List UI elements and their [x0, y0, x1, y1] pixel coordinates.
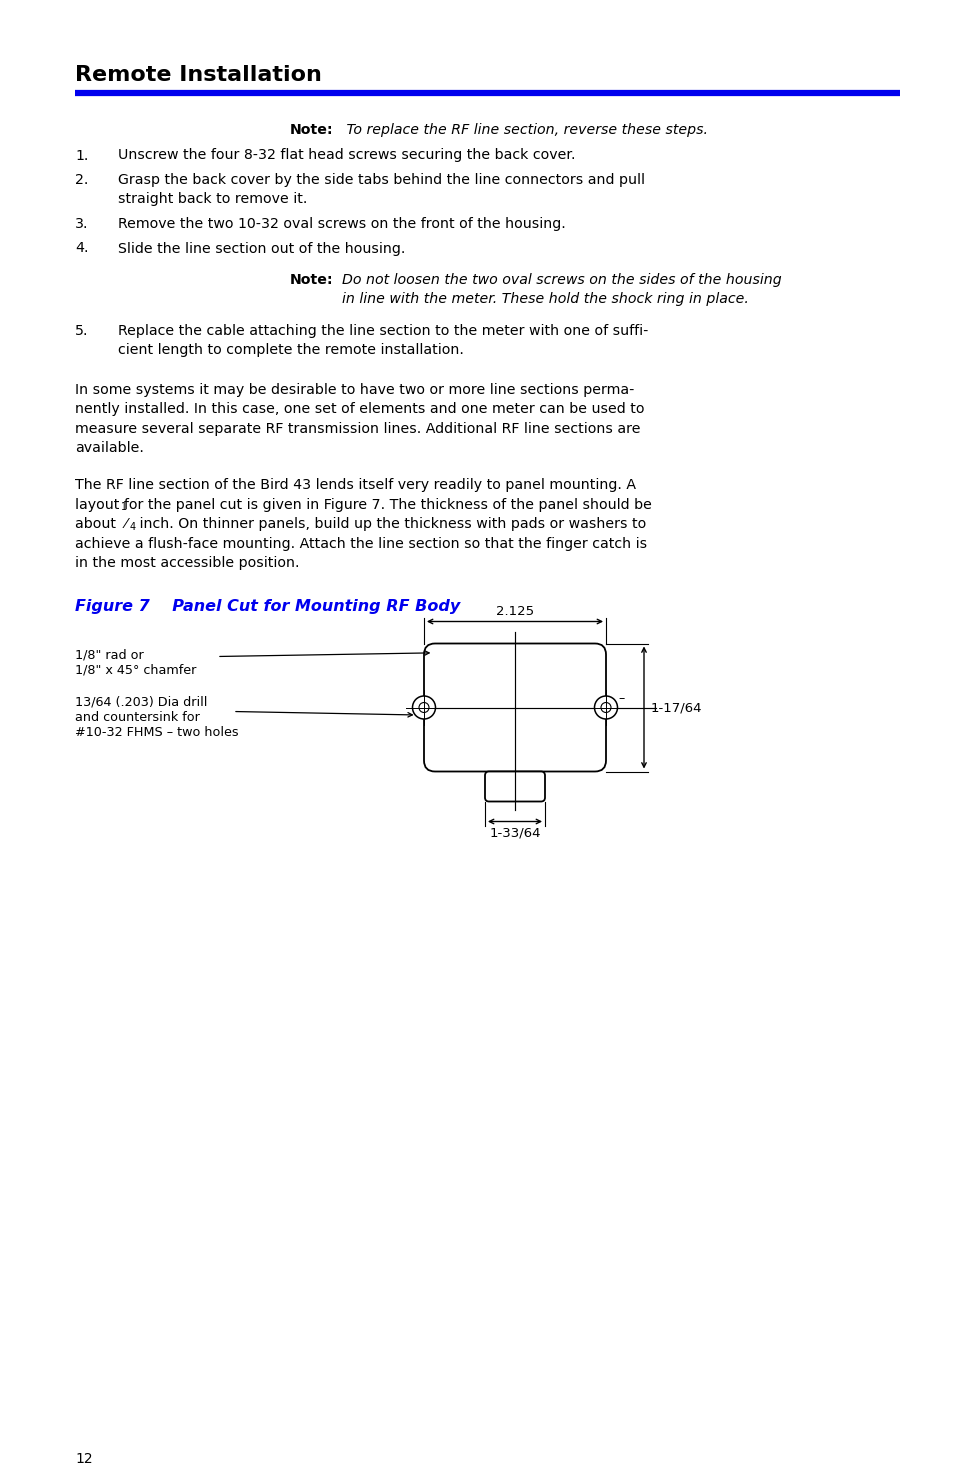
Text: cient length to complete the remote installation.: cient length to complete the remote inst… [118, 344, 463, 357]
Text: Figure 7    Panel Cut for Mounting RF Body: Figure 7 Panel Cut for Mounting RF Body [75, 599, 459, 614]
Text: Grasp the back cover by the side tabs behind the line connectors and pull: Grasp the back cover by the side tabs be… [118, 173, 644, 187]
Text: 1/8" rad or
1/8" x 45° chamfer: 1/8" rad or 1/8" x 45° chamfer [75, 649, 196, 677]
Text: 13/64 (.203) Dia drill
and countersink for
#10-32 FHMS – two holes: 13/64 (.203) Dia drill and countersink f… [75, 696, 238, 739]
FancyBboxPatch shape [423, 643, 605, 771]
Text: 1.: 1. [75, 149, 89, 162]
Text: 3.: 3. [75, 217, 89, 232]
Text: Unscrew the four 8-32 flat head screws securing the back cover.: Unscrew the four 8-32 flat head screws s… [118, 149, 575, 162]
Text: 2.: 2. [75, 173, 89, 187]
Text: Do not loosen the two oval screws on the sides of the housing: Do not loosen the two oval screws on the… [341, 273, 781, 288]
Text: measure several separate RF transmission lines. Additional RF line sections are: measure several separate RF transmission… [75, 422, 639, 437]
Circle shape [412, 696, 435, 718]
Text: inch. On thinner panels, build up the thickness with pads or washers to: inch. On thinner panels, build up the th… [135, 518, 645, 531]
Text: layout for the panel cut is given in Figure 7. The thickness of the panel should: layout for the panel cut is given in Fig… [75, 497, 651, 512]
Text: In some systems it may be desirable to have two or more line sections perma-: In some systems it may be desirable to h… [75, 384, 634, 397]
Text: 1: 1 [120, 502, 127, 512]
Text: Remote Installation: Remote Installation [75, 65, 321, 86]
Text: achieve a flush-face mounting. Attach the line section so that the finger catch : achieve a flush-face mounting. Attach th… [75, 537, 646, 550]
Text: about: about [75, 518, 120, 531]
Text: 12: 12 [75, 1451, 92, 1466]
Text: ⁄: ⁄ [125, 518, 128, 531]
Text: straight back to remove it.: straight back to remove it. [118, 193, 307, 206]
Text: 4.: 4. [75, 242, 89, 255]
Text: 1-17/64: 1-17/64 [650, 701, 701, 714]
Circle shape [600, 702, 610, 712]
Text: Note:: Note: [290, 122, 334, 137]
FancyBboxPatch shape [484, 771, 544, 801]
Text: 2.125: 2.125 [496, 605, 534, 618]
Text: in line with the meter. These hold the shock ring in place.: in line with the meter. These hold the s… [341, 292, 748, 307]
Text: available.: available. [75, 441, 144, 456]
Text: Replace the cable attaching the line section to the meter with one of suffi-: Replace the cable attaching the line sec… [118, 324, 648, 338]
Text: Slide the line section out of the housing.: Slide the line section out of the housin… [118, 242, 405, 255]
Text: Remove the two 10-32 oval screws on the front of the housing.: Remove the two 10-32 oval screws on the … [118, 217, 565, 232]
Text: nently installed. In this case, one set of elements and one meter can be used to: nently installed. In this case, one set … [75, 403, 644, 416]
Text: 1-33/64: 1-33/64 [489, 826, 540, 839]
Text: –: – [618, 692, 624, 705]
Text: Note:: Note: [290, 273, 334, 288]
Text: 5.: 5. [75, 324, 89, 338]
Circle shape [594, 696, 617, 718]
Text: in the most accessible position.: in the most accessible position. [75, 556, 299, 569]
Text: The RF line section of the Bird 43 lends itself very readily to panel mounting. : The RF line section of the Bird 43 lends… [75, 478, 636, 493]
Text: 4: 4 [130, 522, 136, 532]
Circle shape [418, 702, 429, 712]
Text: To replace the RF line section, reverse these steps.: To replace the RF line section, reverse … [341, 122, 707, 137]
